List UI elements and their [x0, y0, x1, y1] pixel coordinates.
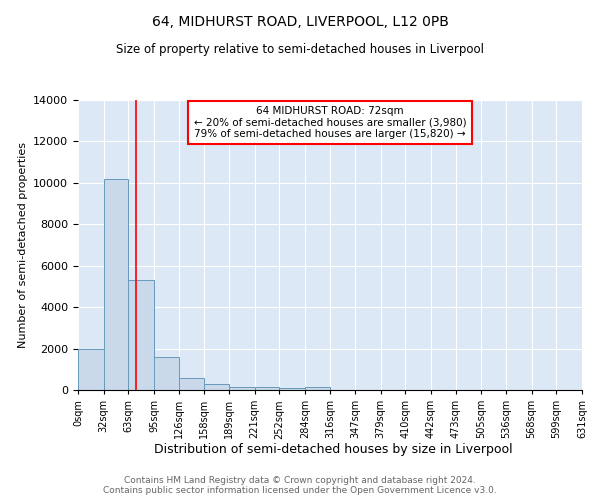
- Text: 64 MIDHURST ROAD: 72sqm
← 20% of semi-detached houses are smaller (3,980)
79% of: 64 MIDHURST ROAD: 72sqm ← 20% of semi-de…: [194, 106, 466, 139]
- Bar: [254, 388, 279, 390]
- Y-axis label: Number of semi-detached properties: Number of semi-detached properties: [17, 142, 28, 348]
- Bar: [229, 387, 254, 390]
- Bar: [179, 378, 204, 390]
- Text: Contains HM Land Registry data © Crown copyright and database right 2024.
Contai: Contains HM Land Registry data © Crown c…: [103, 476, 497, 495]
- Text: Distribution of semi-detached houses by size in Liverpool: Distribution of semi-detached houses by …: [154, 442, 512, 456]
- Bar: [279, 388, 305, 390]
- Bar: [305, 388, 331, 390]
- Text: 64, MIDHURST ROAD, LIVERPOOL, L12 0PB: 64, MIDHURST ROAD, LIVERPOOL, L12 0PB: [152, 15, 448, 29]
- Bar: [128, 280, 154, 390]
- Text: Size of property relative to semi-detached houses in Liverpool: Size of property relative to semi-detach…: [116, 42, 484, 56]
- Bar: [78, 348, 104, 390]
- Bar: [204, 384, 229, 390]
- Bar: [104, 178, 128, 390]
- Bar: [154, 357, 179, 390]
